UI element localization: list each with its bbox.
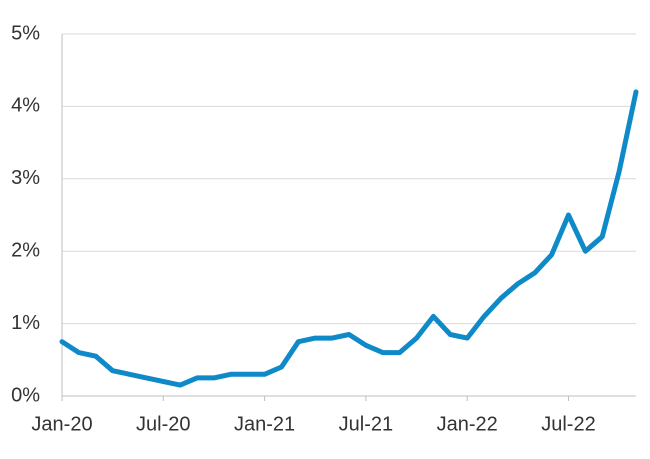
y-tick-label: 3% bbox=[11, 167, 40, 189]
x-tick-label: Jan-20 bbox=[31, 413, 92, 435]
x-tick-label: Jul-20 bbox=[136, 413, 190, 435]
y-tick-label: 0% bbox=[11, 384, 40, 406]
data-line bbox=[59, 89, 639, 388]
y-tick-label: 2% bbox=[11, 239, 40, 261]
x-tick-label: Jan-21 bbox=[234, 413, 295, 435]
x-tick-label: Jul-22 bbox=[541, 413, 595, 435]
y-tick-label: 5% bbox=[11, 22, 40, 44]
x-tick-label: Jan-22 bbox=[437, 413, 498, 435]
x-tick-label: Jul-21 bbox=[339, 413, 393, 435]
y-tick-label: 4% bbox=[11, 95, 40, 117]
y-tick-label: 1% bbox=[11, 312, 40, 334]
